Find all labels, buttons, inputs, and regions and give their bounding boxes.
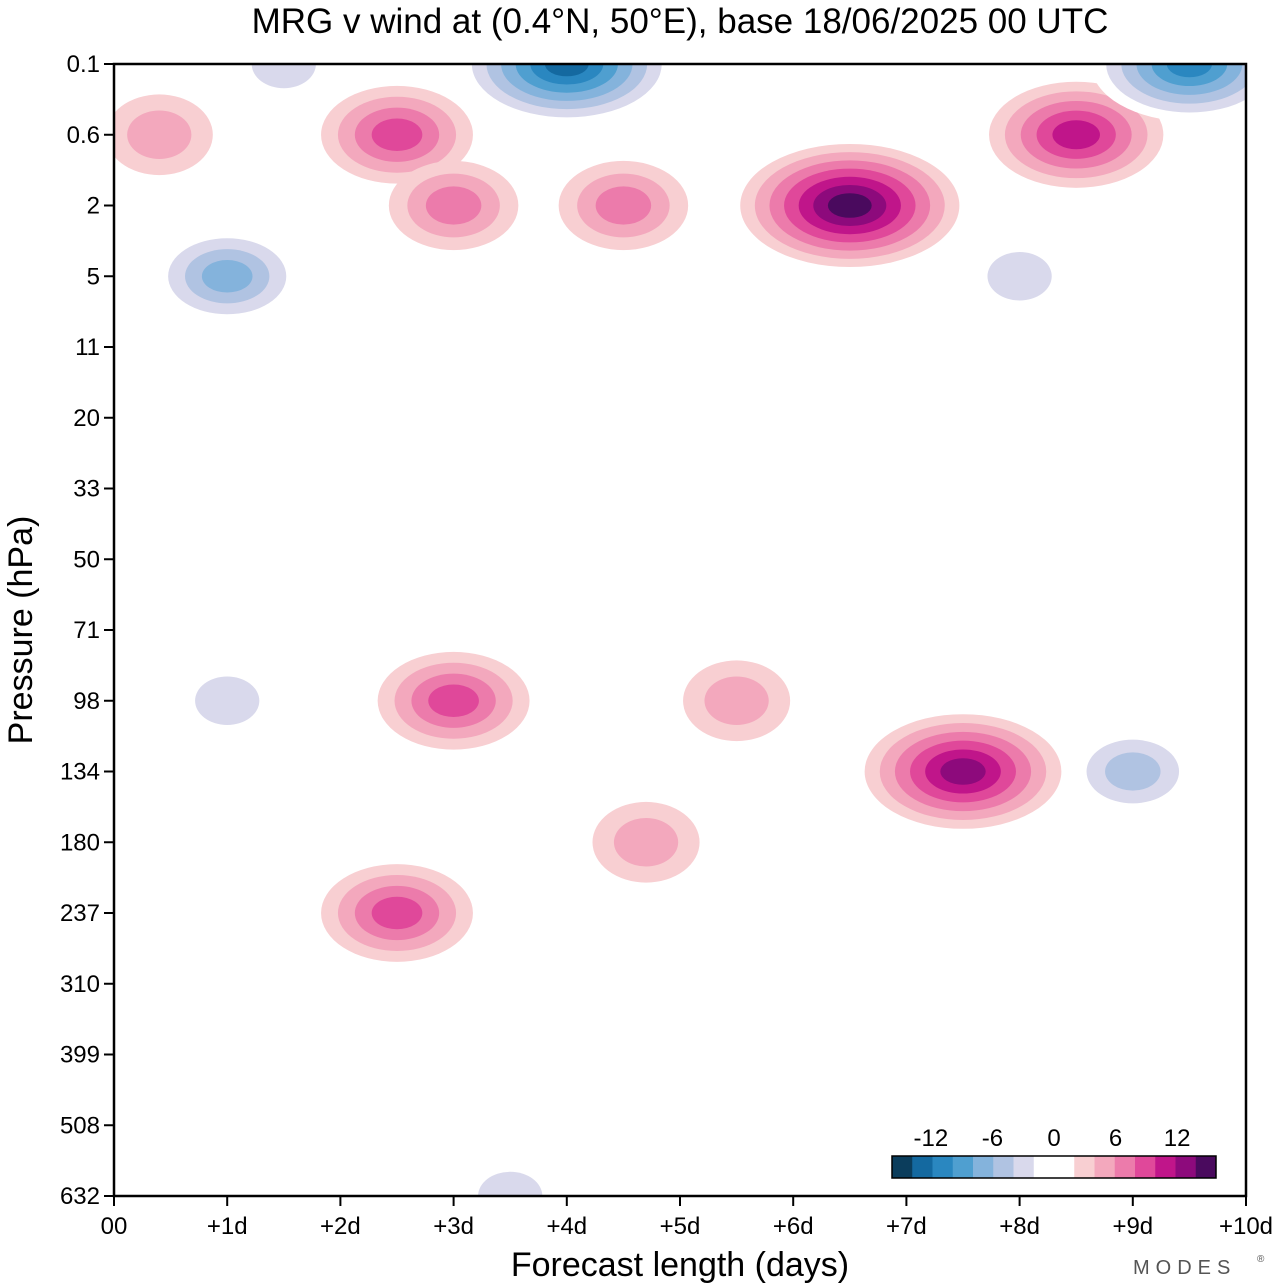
colorbar-swatch <box>952 1156 974 1178</box>
contour-feature <box>371 118 423 152</box>
contour-feature <box>1052 120 1100 150</box>
contour-feature <box>827 193 872 218</box>
x-tick-label: +1d <box>207 1213 248 1240</box>
y-tick-label: 98 <box>73 688 100 715</box>
colorbar-swatch <box>1155 1156 1176 1178</box>
contour-feature <box>201 259 253 293</box>
x-tick-label: +6d <box>773 1213 814 1240</box>
y-tick-label: 508 <box>60 1112 100 1139</box>
y-tick-label: 71 <box>73 617 100 644</box>
contour-feature <box>1105 752 1161 791</box>
colorbar-swatch <box>1094 1156 1116 1178</box>
plot-frame <box>112 62 1248 1198</box>
y-tick-label: 33 <box>73 476 100 503</box>
x-tick-label: +4d <box>546 1213 587 1240</box>
colorbar-swatch <box>993 1156 1014 1178</box>
x-tick-label: +9d <box>1112 1213 1153 1240</box>
y-tick-label: 11 <box>75 334 100 361</box>
y-tick-label: 237 <box>60 900 100 927</box>
colorbar-swatch <box>1033 1156 1055 1178</box>
x-tick-label: +5d <box>660 1213 701 1240</box>
contour-feature <box>704 676 769 725</box>
colorbar-swatch <box>892 1156 913 1178</box>
contour-feature <box>127 110 192 159</box>
y-tick-label: 632 <box>60 1183 100 1210</box>
contour-feature <box>371 896 423 930</box>
contour-feature <box>428 684 479 718</box>
colorbar: -12 -6 0 6 12 <box>891 1125 1217 1179</box>
colorbar-swatch <box>912 1156 933 1178</box>
logo-registered-mark: ® <box>1257 1254 1265 1265</box>
x-tick-label: +7d <box>886 1213 927 1240</box>
colorbar-swatch <box>1135 1156 1156 1178</box>
y-axis-label: Pressure (hPa) <box>2 516 40 745</box>
x-axis-label: Forecast length (days) <box>511 1246 849 1284</box>
colorbar-tick-label: 0 <box>1047 1125 1060 1152</box>
contour-feature <box>251 64 316 89</box>
contour-feature <box>987 252 1052 301</box>
contour-feature <box>613 818 679 867</box>
colorbar-swatch <box>1114 1156 1136 1178</box>
contour-feature <box>478 1171 543 1196</box>
y-tick-label: 20 <box>73 405 100 432</box>
colorbar-tick-label: -6 <box>982 1125 1003 1152</box>
contour-feature <box>425 186 482 225</box>
y-tick-label: 180 <box>60 829 100 856</box>
colorbar-swatch <box>932 1156 954 1178</box>
colorbar-swatch <box>1195 1156 1217 1178</box>
colorbar-tick-label: 12 <box>1164 1125 1191 1152</box>
colorbar-swatch <box>1013 1156 1035 1178</box>
x-tick-label: +3d <box>433 1213 474 1240</box>
colorbar-swatch <box>973 1156 994 1178</box>
modes-logo: MODES <box>1133 1257 1236 1279</box>
chart-title: MRG v wind at (0.4°N, 50°E), base 18/06/… <box>252 2 1109 41</box>
contour-feature <box>1166 64 1213 78</box>
x-tick-label: +10d <box>1219 1213 1273 1240</box>
y-tick-label: 0.6 <box>67 122 100 149</box>
contour-feature <box>544 64 589 77</box>
y-tick-label: 5 <box>87 263 100 290</box>
colorbar-tick-label: -12 <box>914 1125 949 1152</box>
colorbar-frame <box>891 1155 1217 1179</box>
contour-feature <box>195 676 260 725</box>
x-tick-label: +8d <box>999 1213 1040 1240</box>
y-tick-label: 0.1 <box>67 51 100 78</box>
colorbar-swatch <box>1175 1156 1197 1178</box>
y-tick-label: 310 <box>60 971 100 998</box>
contour-feature <box>940 758 986 785</box>
colorbar-swatch <box>1074 1156 1095 1178</box>
x-tick-label: 00 <box>101 1213 128 1240</box>
colorbar-swatch <box>1054 1156 1075 1178</box>
y-tick-label: 399 <box>60 1042 100 1069</box>
y-tick-label: 2 <box>87 193 100 220</box>
y-tick-label: 50 <box>73 546 100 573</box>
colorbar-tick-label: 6 <box>1109 1125 1122 1152</box>
x-tick-label: +2d <box>320 1213 361 1240</box>
y-tick-label: 134 <box>60 759 100 786</box>
contour-feature <box>595 186 652 225</box>
plot-area <box>114 64 1246 1196</box>
